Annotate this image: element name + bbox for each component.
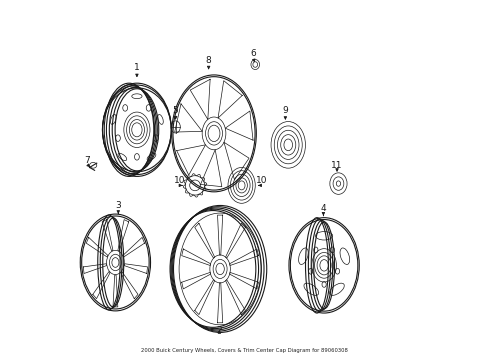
Text: 4: 4 [320, 204, 325, 213]
Text: 2000 Buick Century Wheels, Covers & Trim Center Cap Diagram for 89060308: 2000 Buick Century Wheels, Covers & Trim… [141, 348, 347, 353]
Text: 8: 8 [205, 56, 211, 65]
Text: 6: 6 [250, 49, 256, 58]
Text: 11: 11 [330, 161, 342, 170]
Text: 10: 10 [173, 176, 184, 185]
Text: 2: 2 [216, 326, 222, 335]
Text: 3: 3 [115, 202, 121, 211]
Text: 1: 1 [134, 63, 140, 72]
Text: 9: 9 [282, 106, 287, 115]
Text: 10: 10 [255, 176, 267, 185]
Text: 5: 5 [172, 107, 178, 116]
Text: 7: 7 [84, 156, 90, 165]
